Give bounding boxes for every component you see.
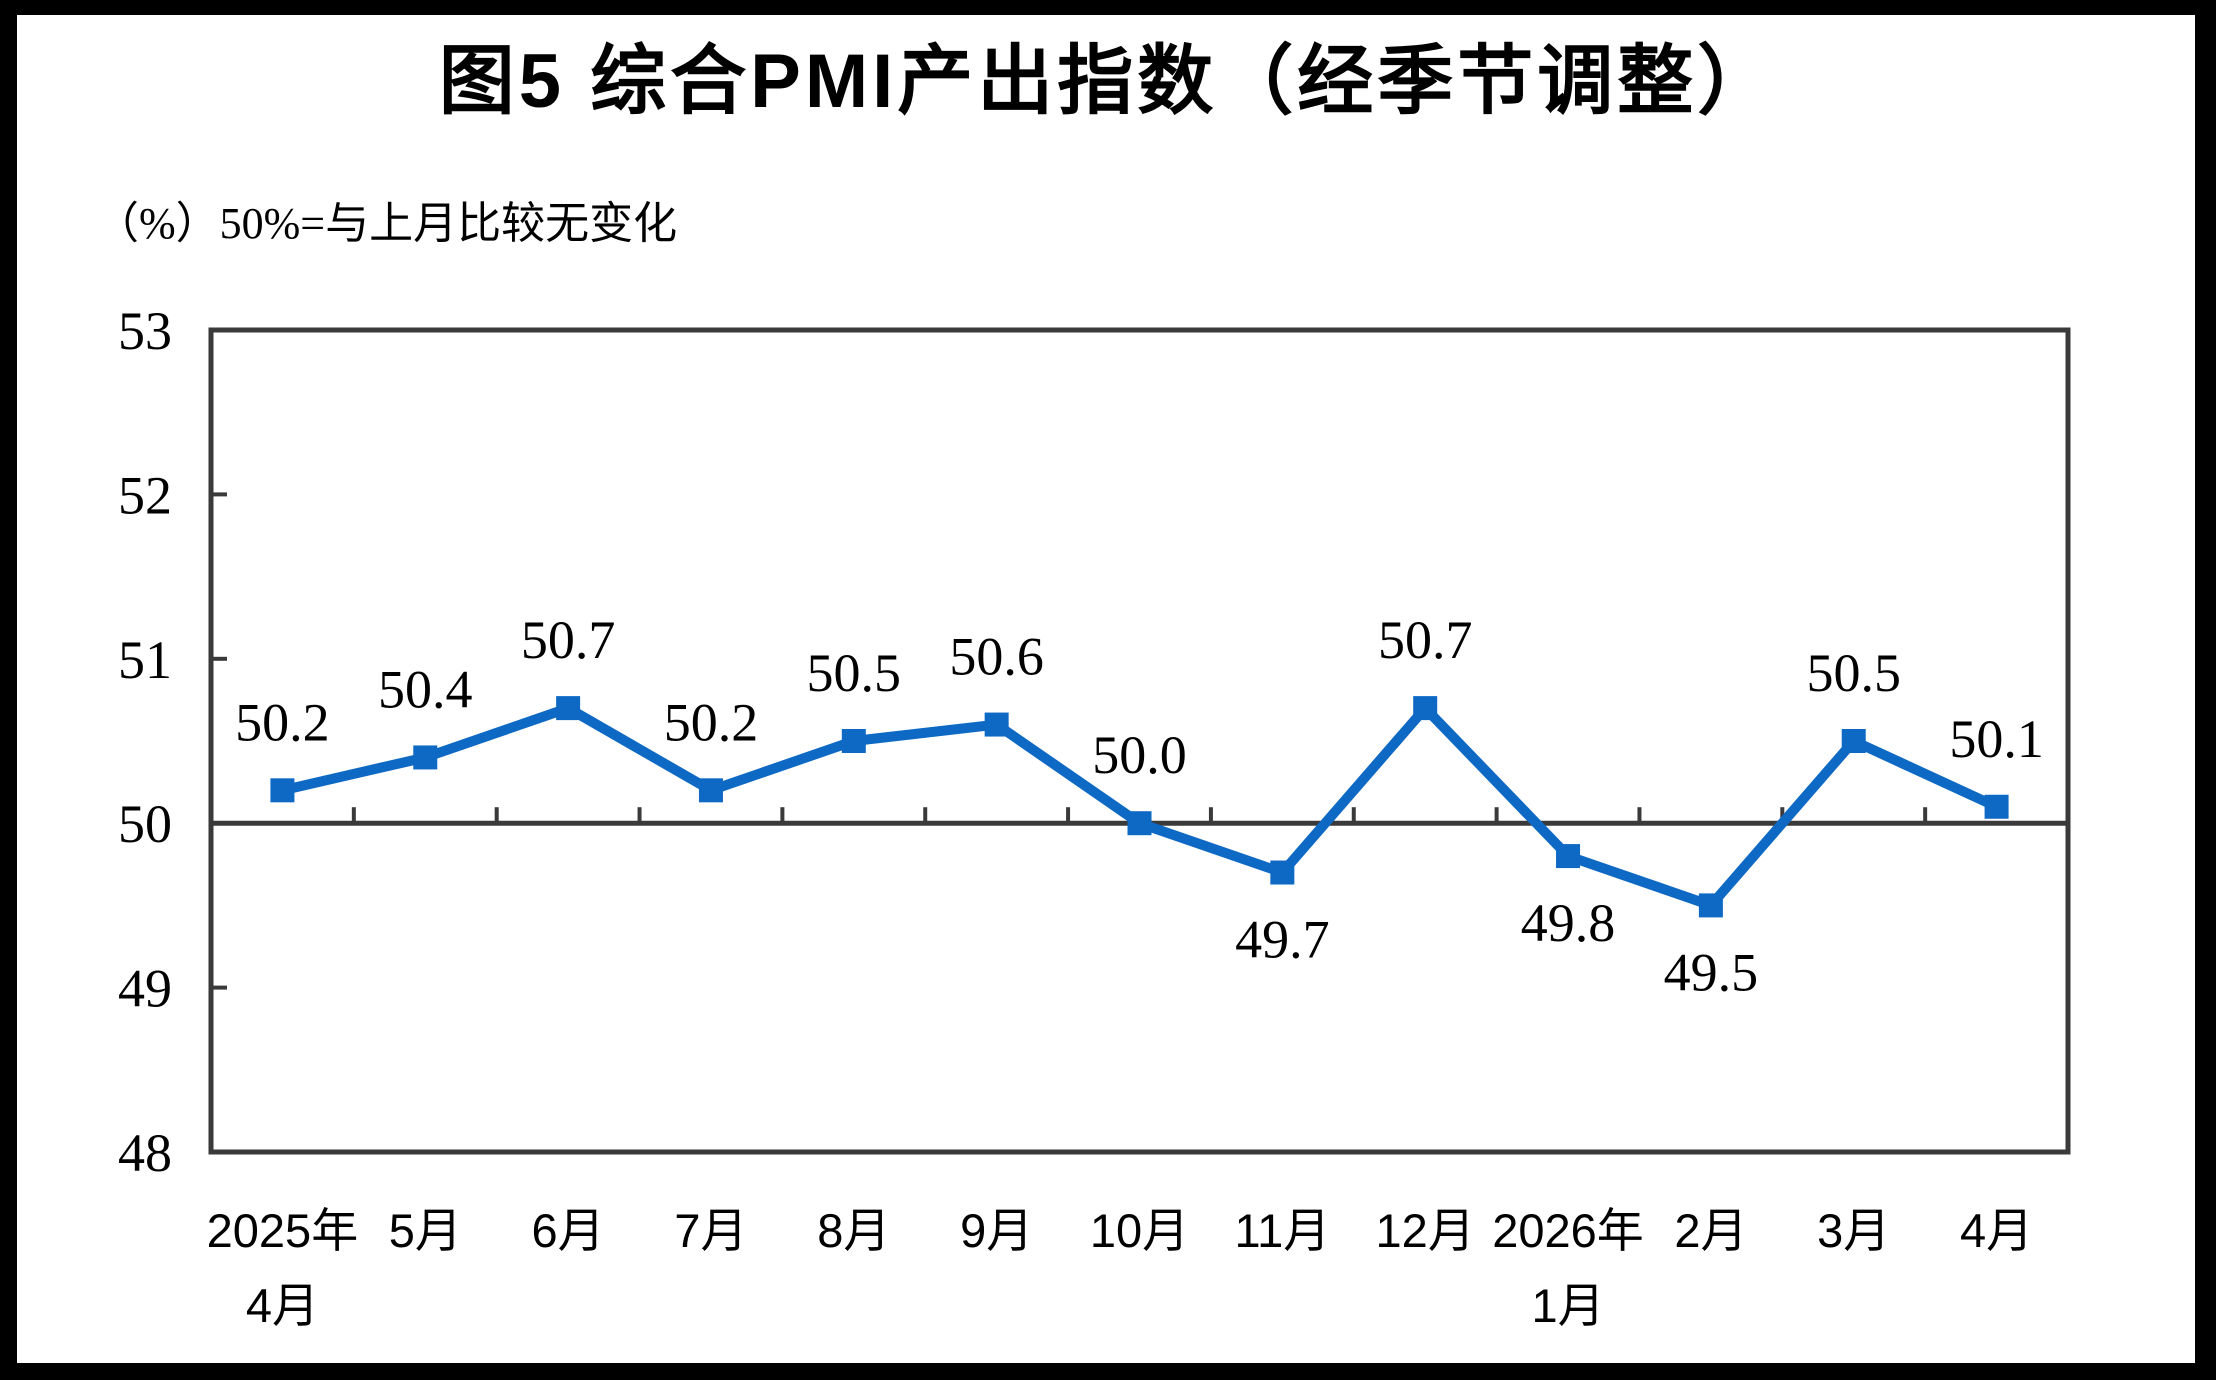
y-tick-label: 49 <box>118 959 172 1019</box>
y-tick-label: 51 <box>118 630 172 690</box>
x-tick-label: 6月 <box>532 1204 605 1257</box>
frame-edge-top <box>0 0 2216 15</box>
x-tick-label: 4月 <box>246 1279 319 1332</box>
x-tick-label: 3月 <box>1817 1204 1890 1257</box>
x-tick-label: 4月 <box>1960 1204 2033 1257</box>
data-point-marker <box>1984 794 2009 819</box>
x-tick-label: 12月 <box>1376 1204 1475 1257</box>
x-tick-label: 10月 <box>1090 1204 1189 1257</box>
data-point-marker <box>698 778 723 803</box>
data-point-label: 50.1 <box>1949 709 2044 769</box>
data-point-label: 49.5 <box>1664 942 1759 1002</box>
data-point-label: 50.2 <box>235 692 330 752</box>
frame-edge-left <box>0 0 17 1380</box>
y-tick-label: 50 <box>118 794 172 854</box>
data-point-label: 49.7 <box>1235 910 1330 970</box>
x-tick-label: 5月 <box>389 1204 462 1257</box>
data-point-marker <box>1127 811 1152 836</box>
frame-edge-bottom <box>0 1363 2216 1380</box>
data-point-label: 50.5 <box>1806 643 1901 703</box>
y-tick-label: 53 <box>118 301 172 361</box>
axis-unit-note: （%）50%=与上月比较无变化 <box>95 199 678 248</box>
data-point-label: 50.0 <box>1092 725 1187 785</box>
x-tick-label: 8月 <box>817 1204 890 1257</box>
data-point-label: 50.7 <box>1378 610 1473 670</box>
data-point-marker <box>841 729 866 753</box>
x-tick-label: 1月 <box>1531 1279 1604 1332</box>
data-point-marker <box>1698 893 1723 918</box>
data-point-label: 49.8 <box>1521 893 1616 953</box>
data-point-marker <box>1556 844 1581 869</box>
data-point-label: 50.2 <box>664 692 759 752</box>
data-point-marker <box>1413 696 1438 721</box>
data-point-marker <box>1270 860 1295 885</box>
data-point-marker <box>556 696 581 721</box>
data-point-label: 50.7 <box>521 610 616 670</box>
frame-edge-right <box>2195 0 2216 1380</box>
data-point-label: 50.6 <box>949 627 1044 687</box>
y-tick-label: 48 <box>118 1123 172 1183</box>
x-tick-label: 11月 <box>1234 1204 1330 1257</box>
x-tick-label: 2025年 <box>207 1204 359 1257</box>
data-point-label: 50.5 <box>807 643 902 703</box>
x-tick-label: 2026年 <box>1492 1204 1644 1257</box>
data-point-marker <box>413 745 438 770</box>
x-tick-label: 9月 <box>960 1204 1033 1257</box>
x-tick-label: 2月 <box>1674 1204 1747 1257</box>
y-tick-label: 52 <box>118 465 172 525</box>
data-point-label: 50.4 <box>378 659 473 719</box>
plot-border <box>208 327 2071 1155</box>
x-tick-label: 7月 <box>674 1204 747 1257</box>
page-title: 图5 综合PMI产出指数（经季节调整） <box>438 39 1778 124</box>
data-point-marker <box>1841 729 1866 753</box>
data-point-marker <box>270 778 295 803</box>
data-point-marker <box>984 712 1009 737</box>
